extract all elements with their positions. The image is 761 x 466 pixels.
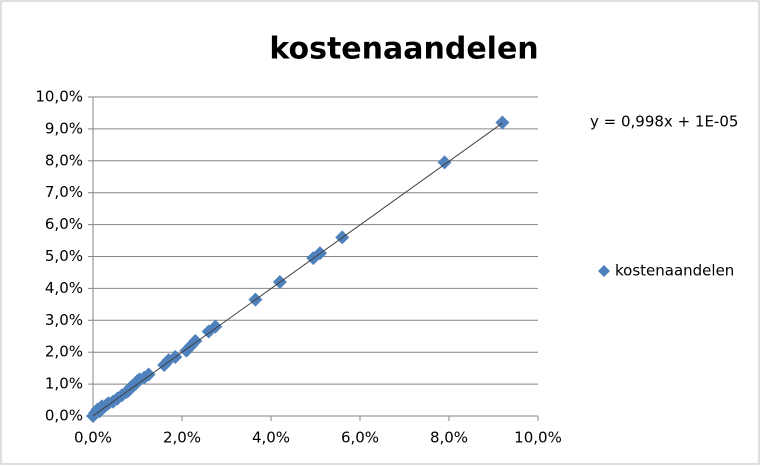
y-tick-label: 1,0% [45,375,83,393]
x-tick-label: 6,0% [341,429,379,447]
x-tick-label: 8,0% [430,429,468,447]
y-tick-label: 3,0% [45,311,83,329]
x-tick-label: 0,0% [74,429,112,447]
y-tick-label: 7,0% [45,183,83,201]
x-tick-label: 2,0% [163,429,201,447]
y-tick-label: 6,0% [45,215,83,233]
y-tick-label: 2,0% [45,343,83,361]
trendline [92,122,503,417]
trendline-equation: y = 0,998x + 1E-05 [590,113,738,131]
point [495,115,510,130]
x-tick-label: 4,0% [252,429,290,447]
point [141,367,156,382]
y-tick-label: 4,0% [45,279,83,297]
y-tick-label: 10,0% [35,88,83,106]
y-tick-label: 8,0% [45,151,83,169]
point [188,334,203,349]
y-tick-label: 0,0% [45,407,83,425]
y-tick-label: 9,0% [45,119,83,137]
chart-title: kostenaandelen [269,32,538,67]
x-tick-label: 10,0% [514,429,562,447]
point [208,319,223,334]
point [437,155,452,170]
legend-label: kostenaandelen [615,262,734,280]
y-tick-label: 5,0% [45,247,83,265]
legend-marker [598,265,610,277]
